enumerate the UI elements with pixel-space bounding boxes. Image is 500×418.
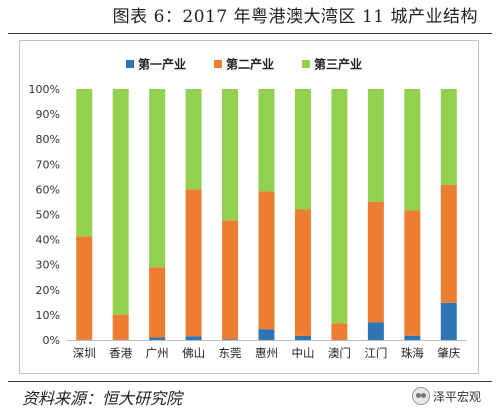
bar-segment [222, 89, 239, 221]
y-axis: 0% 10% 20% 30% 40% 50% 60% 70% 80% 90% 100% [29, 83, 60, 347]
bar-segment [112, 89, 129, 315]
chart-frame [19, 40, 479, 374]
y-tick-label: 70% [36, 158, 60, 171]
bar-segment [294, 89, 311, 210]
bar-segment [367, 89, 384, 202]
source-divider [8, 381, 492, 382]
bar-segment [294, 209, 311, 336]
bar-segment [149, 89, 166, 268]
y-tick-label: 100% [29, 83, 60, 96]
x-tick-label: 澳门 [328, 346, 351, 360]
y-tick-label: 80% [36, 133, 60, 146]
bar-segment [76, 236, 93, 340]
bar-segment [222, 339, 239, 340]
title-divider [8, 33, 492, 34]
bar-segment [367, 201, 384, 323]
bar-segment [185, 89, 202, 190]
watermark-label: 泽平宏观 [433, 389, 482, 404]
y-tick-label: 20% [36, 284, 60, 297]
x-tick-label: 江门 [364, 346, 387, 360]
bar-segment [440, 302, 457, 340]
bar-segment [258, 89, 275, 192]
legend-label: 第三产业 [314, 57, 362, 72]
bar-segment [331, 89, 348, 324]
x-tick-label: 佛山 [182, 346, 205, 360]
watermark: 泽平宏观 [412, 387, 481, 405]
x-axis: 深圳 香港 广州 佛山 东莞 惠州 中山 澳门 江门 珠海 肇庆 [66, 340, 467, 360]
bar-segment [331, 323, 348, 340]
bar-segment [440, 184, 457, 303]
bar-segment [440, 89, 457, 185]
y-tick-label: 0% [43, 334, 60, 347]
y-tick-label: 50% [36, 209, 60, 222]
legend-label: 第一产业 [138, 57, 186, 72]
bar-segment [149, 337, 166, 340]
x-tick-label: 惠州 [255, 346, 278, 360]
y-tick-label: 40% [36, 234, 60, 247]
legend-swatch [302, 60, 310, 68]
y-tick-label: 60% [36, 183, 60, 196]
wechat-icon [412, 387, 430, 405]
y-tick-label: 90% [36, 108, 60, 121]
bar-segment [367, 322, 384, 340]
bar-segment [112, 314, 129, 340]
chart-title: 图表 6：2017 年粤港澳大湾区 11 城产业结构 [112, 7, 478, 27]
x-tick-label: 珠海 [401, 346, 424, 360]
bar-segment [258, 191, 275, 330]
x-tick-label: 中山 [291, 346, 314, 360]
bar-segment [404, 335, 421, 340]
bar-segment [149, 267, 166, 338]
y-tick-label: 30% [36, 259, 60, 272]
bars [76, 89, 457, 340]
bar-segment [404, 89, 421, 211]
bar-segment [258, 329, 275, 340]
bar-segment [185, 336, 202, 340]
x-tick-label: 深圳 [73, 346, 96, 360]
x-tick-label: 肇庆 [437, 346, 460, 360]
legend: 第一产业 第二产业 第三产业 [126, 57, 362, 72]
bar-segment [404, 210, 421, 336]
x-tick-label: 广州 [146, 346, 169, 360]
y-tick-label: 10% [36, 309, 60, 322]
legend-label: 第二产业 [226, 57, 274, 72]
bar-segment [76, 89, 93, 237]
bar-segment [185, 189, 202, 337]
legend-swatch [126, 60, 134, 68]
bar-segment [294, 335, 311, 340]
legend-swatch [214, 60, 222, 68]
x-tick-label: 香港 [109, 346, 132, 360]
source-note: 资料来源：恒大研究院 [22, 389, 183, 408]
x-tick-label: 东莞 [219, 346, 242, 360]
bar-segment [222, 220, 239, 340]
